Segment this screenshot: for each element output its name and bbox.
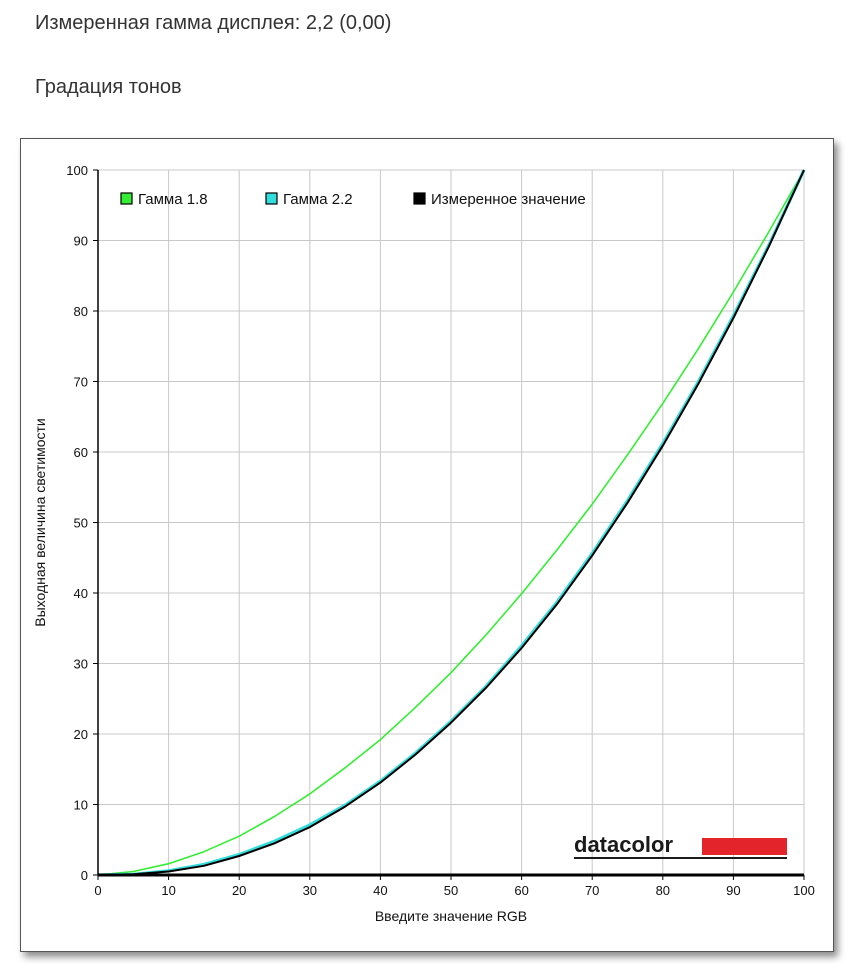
y-tick-label: 10: [74, 798, 88, 813]
y-tick-label: 20: [74, 727, 88, 742]
x-tick-label: 100: [793, 883, 815, 898]
axes: [93, 169, 805, 880]
y-axis-title: Выходная величина светимости: [32, 418, 48, 626]
logo-underline: [574, 857, 787, 859]
x-tick-label: 90: [726, 883, 740, 898]
x-tick-label: 10: [161, 883, 175, 898]
legend-label: Гамма 1.8: [138, 191, 208, 208]
x-tick-label: 0: [94, 883, 101, 898]
legend-label: Гамма 2.2: [283, 191, 353, 208]
legend-swatch: [120, 192, 133, 205]
logo-text: datacolor: [574, 832, 673, 857]
logo-bar: [702, 838, 787, 855]
y-tick-label: 100: [66, 163, 88, 178]
y-tick-label: 50: [74, 516, 88, 531]
y-tick-label: 80: [74, 304, 88, 319]
y-tick-label: 0: [81, 868, 88, 883]
series-line-1: [97, 169, 805, 876]
x-tick-label: 40: [373, 883, 387, 898]
grid: [98, 169, 805, 875]
series-line-3: [97, 169, 805, 876]
legend-swatch: [265, 192, 278, 205]
legend: Гамма 1.8 Гамма 2.2 Измеренное значение: [120, 191, 586, 208]
y-tick-label: 90: [74, 234, 88, 249]
legend-label: Измеренное значение: [431, 191, 586, 208]
legend-swatch: [413, 192, 426, 205]
x-tick-label: 30: [303, 883, 317, 898]
measured-gamma-text: Измеренная гамма дисплея: 2,2 (0,00): [35, 12, 392, 34]
legend-item-1: Гамма 1.8: [120, 191, 208, 208]
x-tick-labels: 0 10 20 30 40 50 60 70 80 90 100: [94, 883, 814, 898]
x-tick-label: 60: [514, 883, 528, 898]
x-tick-label: 20: [232, 883, 246, 898]
legend-item-3: Измеренное значение: [413, 191, 586, 208]
y-tick-label: 40: [74, 586, 88, 601]
x-tick-label: 50: [444, 883, 458, 898]
tone-response-chart: 0 10 20 30 40 50 60 70 80 90 100 0 10 20 30 40 50 60 70 80…: [20, 138, 834, 952]
section-title: Градация тонов: [35, 76, 182, 98]
x-axis-title: Введите значение RGB: [375, 908, 527, 924]
y-tick-labels: 0 10 20 30 40 50 60 70 80 90 100: [66, 163, 88, 883]
x-tick-label: 70: [585, 883, 599, 898]
legend-item-2: Гамма 2.2: [265, 191, 353, 208]
datacolor-logo: datacolor: [574, 832, 787, 859]
series-lines: [97, 169, 806, 877]
y-tick-label: 30: [74, 657, 88, 672]
y-tick-label: 60: [74, 445, 88, 460]
y-tick-label: 70: [74, 375, 88, 390]
x-tick-label: 80: [656, 883, 670, 898]
chart-svg: 0 10 20 30 40 50 60 70 80 90 100 0 10 20 30 40 50 60 70 80…: [32, 163, 815, 924]
